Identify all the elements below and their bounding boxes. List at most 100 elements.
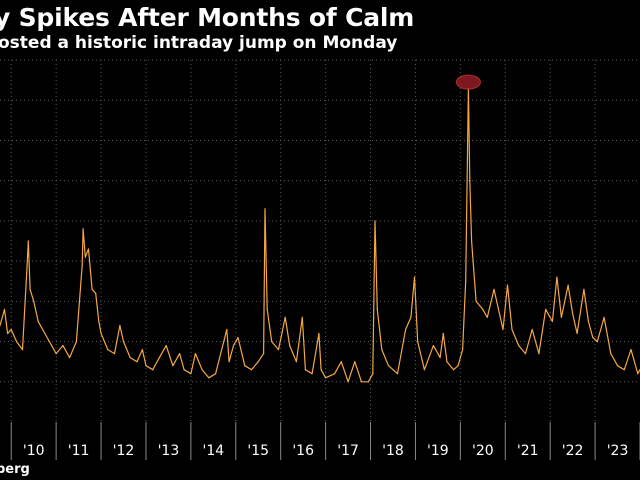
data-point [158, 357, 160, 359]
data-point [0, 324, 1, 327]
source-label: berg [0, 462, 30, 477]
data-point [250, 369, 253, 371]
data-point [84, 256, 86, 258]
x-tick-label: '20 [472, 443, 494, 459]
x-tick-label: '11 [68, 443, 90, 459]
data-point [33, 300, 35, 302]
chart-annotation [455, 74, 481, 90]
data-point [506, 284, 509, 286]
chart-subtitle: osted a historic intraday jump on Monday [0, 33, 398, 53]
data-point [372, 373, 374, 375]
x-tick-label: '16 [292, 443, 314, 459]
data-point [136, 361, 138, 363]
data-point [266, 308, 268, 310]
x-tick-label: '12 [113, 443, 135, 459]
x-tick-label: '18 [382, 443, 404, 459]
data-point [354, 361, 356, 363]
data-point [75, 341, 77, 343]
data-point [381, 349, 383, 351]
data-point [16, 341, 18, 343]
data-point [572, 312, 574, 314]
data-point [284, 316, 286, 318]
data-point [320, 369, 322, 371]
data-point [69, 357, 71, 359]
data-point [183, 369, 185, 371]
data-point [311, 373, 313, 375]
data-point [545, 308, 547, 310]
data-point [226, 328, 228, 331]
data-point [21, 349, 24, 351]
data-point [616, 365, 619, 367]
data-point [556, 276, 558, 278]
data-point [603, 316, 605, 318]
data-point [465, 280, 467, 282]
data-point [511, 328, 513, 331]
data-point [165, 345, 167, 347]
data-point [551, 320, 554, 322]
data-point [457, 365, 459, 367]
data-point [610, 353, 612, 355]
data-point [325, 377, 327, 379]
data-point [587, 320, 590, 322]
data-point [208, 377, 210, 379]
data-point [596, 341, 598, 343]
data-point [129, 357, 131, 359]
data-point [152, 369, 154, 371]
data-point [387, 365, 390, 367]
data-point [497, 308, 500, 310]
x-axis-ticks: '10 '11 '12 '13 '14 '15 '16 '17 '18 '19 '20 '21 '22 '… [10, 422, 640, 460]
data-point [271, 341, 273, 343]
data-point [179, 353, 181, 355]
data-point [630, 349, 632, 351]
data-point [304, 369, 306, 371]
data-point [257, 361, 259, 363]
data-point [442, 332, 444, 335]
data-point [107, 349, 109, 351]
x-tick-label: '22 [562, 443, 584, 459]
data-point [44, 332, 46, 335]
chart-title: y Spikes After Months of Calm [0, 3, 415, 32]
data-point [502, 328, 504, 331]
data-point [583, 288, 585, 290]
data-point [347, 381, 349, 383]
data-point [87, 248, 90, 250]
data-point [469, 180, 471, 182]
data-point [215, 373, 217, 375]
data-point [446, 361, 448, 363]
data-point [475, 300, 477, 302]
data-point [141, 349, 143, 351]
chart-series [0, 87, 640, 383]
data-point [524, 353, 527, 355]
data-point [376, 308, 378, 310]
data-point [81, 264, 83, 266]
data-point [360, 381, 363, 383]
data-point [405, 328, 407, 331]
data-point [7, 332, 9, 335]
data-point [51, 345, 53, 347]
data-point [637, 373, 639, 375]
series-line [0, 87, 640, 383]
data-point [471, 240, 473, 242]
data-point [531, 328, 533, 331]
data-point [119, 324, 121, 327]
x-tick-label: '13 [158, 443, 180, 459]
data-point [567, 284, 569, 286]
data-point [318, 332, 320, 335]
data-point [623, 369, 625, 371]
data-point [439, 357, 441, 359]
data-point [462, 349, 464, 351]
data-point [172, 365, 174, 367]
data-point [289, 345, 291, 347]
data-point [55, 353, 57, 355]
x-tick-label: '19 [427, 443, 449, 459]
data-point [410, 316, 412, 318]
data-point [26, 268, 28, 270]
x-tick-label: '10 [23, 443, 45, 459]
data-point [374, 220, 376, 222]
data-point [122, 341, 125, 343]
data-point [190, 373, 192, 375]
data-point [194, 353, 196, 355]
data-point [367, 381, 369, 383]
data-point [201, 369, 203, 371]
data-point [27, 240, 29, 242]
